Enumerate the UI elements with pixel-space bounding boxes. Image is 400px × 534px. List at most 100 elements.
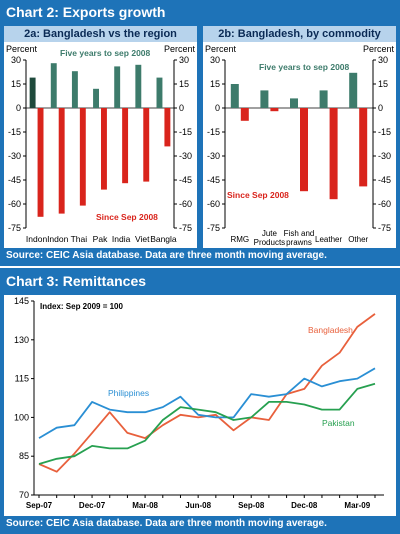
chart3-xtick-label: Jun-08 — [185, 501, 211, 510]
chart2b-five-year-label: Five years to sep 2008 — [259, 62, 350, 72]
chart2a-category-label: Indon — [47, 234, 69, 244]
chart3-ytick-label: 85 — [19, 451, 29, 461]
chart2a-bar-since-sep — [122, 108, 129, 184]
chart2b-ylabel-left: Percent — [205, 44, 237, 54]
chart2b-bar-five-year — [349, 72, 358, 108]
chart2a-bar-since-sep — [164, 108, 171, 147]
chart3-xtick-label: Mar-09 — [344, 501, 370, 510]
chart3-line-pakistan — [38, 382, 376, 465]
chart3-annotation: Index: Sep 2009 = 100 — [40, 302, 123, 311]
chart2a-ytick-label-right: 30 — [179, 55, 189, 65]
chart3-ytick-label: 130 — [14, 335, 29, 345]
chart2a-bar-since-sep — [58, 108, 65, 214]
chart2a-ytick-label-left: -60 — [8, 199, 21, 209]
chart2a-ytick-label-left: -45 — [8, 175, 21, 185]
chart2a-ytick-label-left: -30 — [8, 151, 21, 161]
chart2b-ytick-label-left: 15 — [210, 79, 220, 89]
chart2a-svg: Percent Percent Five years to sep 2008 S… — [6, 44, 196, 244]
chart2b-category-label: Jute — [262, 229, 278, 238]
chart2a-ytick-label-left: 0 — [16, 103, 21, 113]
chart2a-bar-five-year — [135, 64, 142, 108]
chart2b-ylabel-right: Percent — [363, 44, 395, 54]
chart3-ytick-label: 100 — [14, 412, 29, 422]
chart2a-ytick-label-left: 30 — [11, 55, 21, 65]
chart2a-ytick-label-right: -45 — [179, 175, 192, 185]
chart2a-category-label: Pak — [93, 234, 108, 244]
chart2b-category-label: prawns — [286, 238, 312, 247]
chart2a-since-sep-label: Since Sep 2008 — [96, 212, 158, 222]
chart2a-ytick-label-right: 0 — [179, 103, 184, 113]
chart2b-category-label: Fish and — [284, 229, 315, 238]
chart2a-bar-five-year — [114, 66, 121, 108]
chart2-source: Source: CEIC Asia database. Data are thr… — [6, 250, 327, 261]
chart2b-ytick-label-right: -45 — [378, 175, 391, 185]
chart3-line-philippines — [38, 367, 376, 439]
chart2b-category-label: Leather — [315, 235, 342, 244]
chart3-philippines-label: Philippines — [108, 388, 149, 398]
chart2b-bar-since-sep — [270, 108, 279, 112]
chart2b-bar-five-year — [260, 90, 269, 108]
chart2b-bar-five-year — [319, 90, 328, 108]
chart2b-since-sep-label: Since Sep 2008 — [227, 190, 289, 200]
chart2b-ytick-label-left: -75 — [207, 223, 220, 233]
chart3-xtick-label: Dec-08 — [291, 501, 318, 510]
chart2a-bar-since-sep — [37, 108, 44, 217]
chart2a-ylabel-right: Percent — [164, 44, 196, 54]
chart3-title: Chart 3: Remittances — [6, 273, 147, 289]
chart2b-ytick-label-right: 30 — [378, 55, 388, 65]
chart3-svg: Index: Sep 2009 = 100 Bangladesh Philipp… — [14, 296, 384, 510]
chart2a-category-label: Indon — [26, 234, 48, 244]
chart2b-category-label: Other — [348, 235, 368, 244]
chart2b-category-label: Products — [254, 238, 286, 247]
chart2b-ytick-label-left: -60 — [207, 199, 220, 209]
chart3-ytick-label: 70 — [19, 490, 29, 500]
chart2b-ytick-label-right: 15 — [378, 79, 388, 89]
chart2a-bar-five-year — [50, 63, 57, 108]
chart3-xtick-label: Dec-07 — [79, 501, 106, 510]
chart3-bangladesh-label: Bangladesh — [308, 325, 353, 335]
chart2b-ytick-label-right: -30 — [378, 151, 391, 161]
chart2a-category-label: Thai — [71, 234, 88, 244]
chart2-title: Chart 2: Exports growth — [6, 4, 166, 20]
chart2b-title: 2b: Bangladesh, by commodity — [203, 26, 396, 42]
chart2b-bar-since-sep — [240, 108, 249, 121]
chart2a-ytick-label-right: -60 — [179, 199, 192, 209]
chart2a-ytick-label-left: -75 — [8, 223, 21, 233]
chart2a-bar-since-sep — [101, 108, 107, 190]
chart2a-ytick-label-right: -75 — [179, 223, 192, 233]
chart3-ytick-label: 145 — [14, 296, 29, 306]
chart2b-bar-since-sep — [300, 108, 308, 192]
chart2a-bar-five-year — [156, 77, 163, 108]
chart2b-bar-five-year — [230, 84, 239, 108]
chart2b-svg: Percent Percent Five years to sep 2008 S… — [205, 44, 395, 247]
chart2a-bar-five-year — [71, 71, 78, 108]
chart2a-category-label: Viet — [135, 234, 150, 244]
chart2b-bar-since-sep — [329, 108, 338, 200]
chart3-xtick-label: Sep-08 — [238, 501, 265, 510]
chart2a-category-label: India — [112, 234, 131, 244]
chart2a-ylabel-left: Percent — [6, 44, 38, 54]
chart2b-bar-since-sep — [359, 108, 368, 187]
chart3-pakistan-label: Pakistan — [322, 418, 355, 428]
chart2b-ytick-label-right: 0 — [378, 103, 383, 113]
chart2a-ytick-label-right: -15 — [179, 127, 192, 137]
chart3-xtick-label: Mar-08 — [132, 501, 158, 510]
chart2a-bar-since-sep — [79, 108, 86, 206]
chart2a-five-year-label: Five years to sep 2008 — [60, 48, 151, 58]
chart2b-ytick-label-right: -15 — [378, 127, 391, 137]
chart2b-ytick-label-left: -45 — [207, 175, 220, 185]
chart3-panel: Chart 3: Remittances Source: CEIC Asia d… — [0, 268, 400, 534]
chart2a-category-label: Bangla — [150, 234, 177, 244]
chart2a-ytick-label-left: -15 — [8, 127, 21, 137]
chart2a-bar-five-year — [93, 88, 99, 108]
chart2b-bar-five-year — [290, 98, 298, 108]
chart2a-title: 2a: Bangladesh vs the region — [4, 26, 197, 42]
chart2a-ytick-label-right: 15 — [179, 79, 189, 89]
chart3-ytick-label: 115 — [15, 374, 29, 384]
chart2b-ytick-label-right: -75 — [378, 223, 391, 233]
chart2b-ytick-label-left: -15 — [207, 127, 220, 137]
chart2a-ytick-label-right: -30 — [179, 151, 192, 161]
chart3-plot-area — [4, 295, 396, 516]
chart2b-ytick-label-right: -60 — [378, 199, 391, 209]
chart2b-category-label: RMG — [230, 235, 249, 244]
